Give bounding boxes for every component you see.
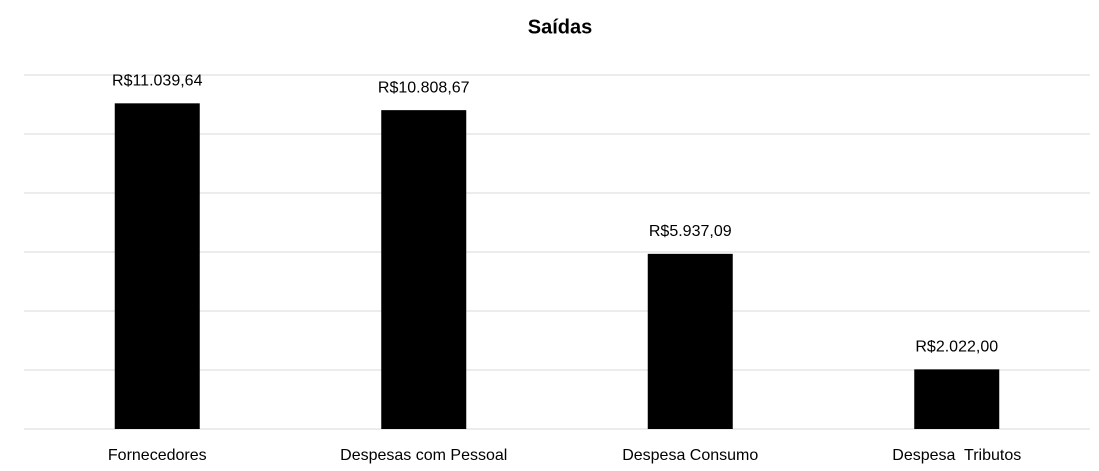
x-tick-label: Fornecedores [108,447,207,464]
x-tick-label: Despesas com Pessoal [340,447,507,464]
data-label: R$10.808,67 [378,79,470,96]
data-label: R$2.022,00 [915,339,998,356]
bar [381,110,467,430]
bar [647,253,733,429]
bar [114,103,200,429]
chart-title: Saídas [528,16,592,38]
x-tick-label: Despesa Tributos [892,447,1021,464]
bar [914,369,1000,429]
x-tick-label: Despesa Consumo [622,447,758,464]
data-label: R$11.039,64 [112,73,203,90]
data-label: R$5.937,09 [649,223,732,240]
